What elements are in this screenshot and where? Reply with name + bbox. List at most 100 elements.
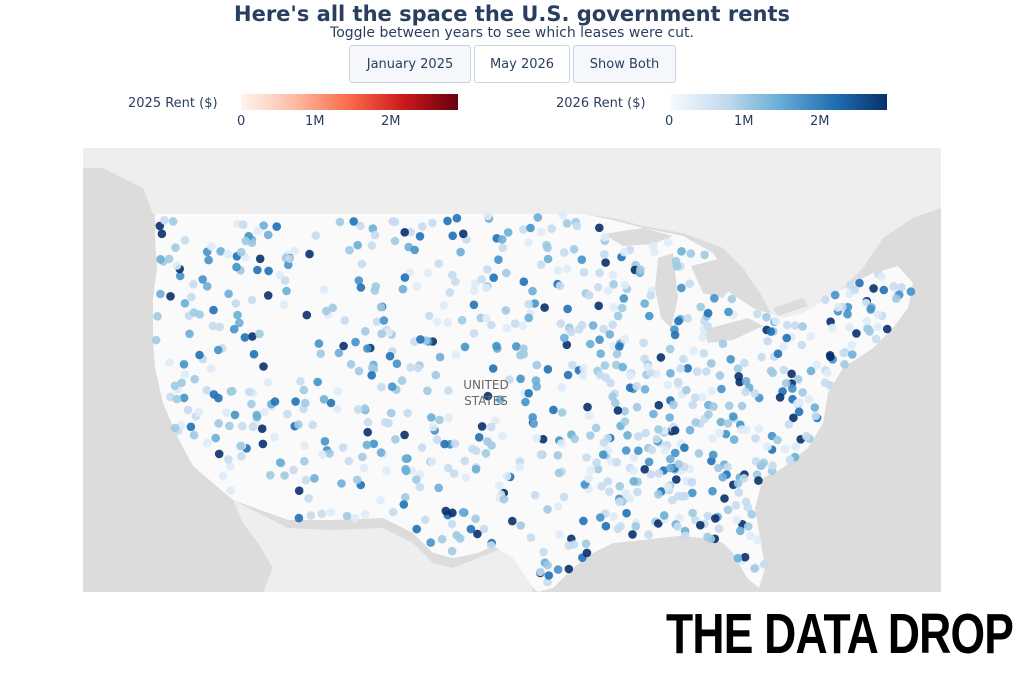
lease-marker[interactable]: [775, 393, 785, 402]
lease-marker[interactable]: [294, 486, 304, 496]
lease-marker[interactable]: [879, 285, 889, 295]
lease-marker[interactable]: [540, 303, 549, 312]
lease-marker[interactable]: [584, 411, 594, 420]
lease-marker[interactable]: [392, 359, 402, 368]
lease-marker[interactable]: [654, 490, 663, 499]
lease-marker[interactable]: [386, 408, 396, 418]
lease-marker[interactable]: [733, 364, 743, 373]
lease-marker[interactable]: [725, 401, 734, 410]
lease-marker[interactable]: [172, 261, 182, 270]
lease-marker[interactable]: [839, 348, 849, 358]
lease-marker[interactable]: [376, 496, 385, 505]
lease-marker[interactable]: [439, 301, 448, 310]
lease-marker[interactable]: [342, 511, 352, 521]
lease-marker[interactable]: [634, 446, 643, 456]
lease-marker[interactable]: [612, 349, 622, 359]
lease-marker[interactable]: [335, 217, 345, 227]
lease-marker[interactable]: [659, 511, 669, 520]
lease-marker[interactable]: [415, 482, 425, 492]
lease-marker[interactable]: [603, 286, 613, 295]
lease-marker[interactable]: [680, 443, 689, 453]
lease-marker[interactable]: [685, 279, 694, 288]
lease-marker[interactable]: [283, 409, 292, 419]
lease-marker[interactable]: [417, 443, 427, 452]
lease-marker[interactable]: [153, 312, 162, 321]
lease-marker[interactable]: [449, 469, 459, 478]
lease-marker[interactable]: [830, 290, 840, 300]
lease-marker[interactable]: [601, 258, 610, 267]
lease-marker[interactable]: [483, 391, 493, 401]
lease-marker[interactable]: [224, 455, 233, 464]
lease-marker[interactable]: [743, 503, 753, 512]
lease-marker[interactable]: [444, 413, 453, 423]
lease-marker[interactable]: [633, 487, 642, 497]
lease-marker[interactable]: [584, 474, 593, 483]
lease-marker[interactable]: [401, 454, 411, 464]
lease-marker[interactable]: [156, 289, 165, 299]
lease-marker[interactable]: [519, 277, 529, 286]
lease-marker[interactable]: [471, 514, 480, 523]
lease-marker[interactable]: [601, 521, 611, 531]
lease-marker[interactable]: [198, 275, 207, 284]
lease-marker[interactable]: [390, 236, 400, 246]
lease-marker[interactable]: [502, 471, 512, 481]
lease-marker[interactable]: [862, 316, 872, 326]
lease-marker[interactable]: [245, 387, 254, 397]
lease-marker[interactable]: [235, 318, 244, 328]
lease-marker[interactable]: [690, 393, 700, 402]
lease-marker[interactable]: [654, 519, 663, 528]
lease-marker[interactable]: [166, 392, 175, 402]
lease-marker[interactable]: [709, 402, 718, 411]
lease-marker[interactable]: [469, 300, 479, 310]
lease-marker[interactable]: [313, 377, 322, 387]
lease-marker[interactable]: [578, 371, 588, 380]
lease-marker[interactable]: [592, 458, 601, 467]
lease-marker[interactable]: [194, 408, 204, 417]
lease-marker[interactable]: [326, 398, 336, 408]
lease-marker[interactable]: [726, 355, 735, 364]
lease-marker[interactable]: [361, 327, 370, 336]
lease-marker[interactable]: [724, 307, 733, 317]
lease-marker[interactable]: [762, 312, 771, 322]
lease-marker[interactable]: [516, 521, 525, 530]
lease-marker[interactable]: [263, 378, 273, 387]
lease-marker[interactable]: [577, 320, 587, 330]
lease-marker[interactable]: [641, 428, 650, 438]
lease-marker[interactable]: [737, 425, 746, 434]
lease-marker[interactable]: [603, 477, 613, 486]
lease-marker[interactable]: [615, 497, 624, 507]
lease-marker[interactable]: [873, 310, 883, 319]
lease-marker[interactable]: [562, 340, 572, 350]
lease-marker[interactable]: [215, 322, 224, 332]
lease-marker[interactable]: [255, 254, 265, 264]
lease-marker[interactable]: [304, 494, 313, 503]
lease-marker[interactable]: [353, 475, 362, 485]
lease-marker[interactable]: [714, 463, 723, 473]
lease-marker[interactable]: [294, 513, 304, 523]
lease-marker[interactable]: [516, 374, 525, 384]
lease-marker[interactable]: [322, 306, 331, 316]
lease-marker[interactable]: [434, 483, 444, 493]
lease-marker[interactable]: [175, 271, 185, 281]
lease-marker[interactable]: [873, 322, 883, 332]
show-both-button[interactable]: Show Both: [573, 45, 676, 83]
lease-marker[interactable]: [300, 441, 309, 451]
lease-marker[interactable]: [710, 294, 719, 303]
lease-marker[interactable]: [326, 508, 336, 517]
lease-marker[interactable]: [248, 422, 258, 432]
lease-marker[interactable]: [727, 294, 737, 304]
lease-marker[interactable]: [877, 272, 887, 281]
lease-marker[interactable]: [708, 486, 717, 496]
lease-marker[interactable]: [666, 369, 675, 378]
lease-marker[interactable]: [825, 351, 835, 360]
lease-marker[interactable]: [316, 349, 325, 358]
lease-marker[interactable]: [305, 249, 314, 259]
lease-marker[interactable]: [615, 482, 625, 491]
lease-marker[interactable]: [793, 399, 802, 408]
lease-marker[interactable]: [275, 458, 285, 467]
lease-marker[interactable]: [568, 360, 577, 370]
lease-marker[interactable]: [675, 513, 684, 523]
lease-marker[interactable]: [715, 428, 724, 438]
lease-marker[interactable]: [558, 211, 568, 220]
lease-marker[interactable]: [689, 346, 699, 356]
